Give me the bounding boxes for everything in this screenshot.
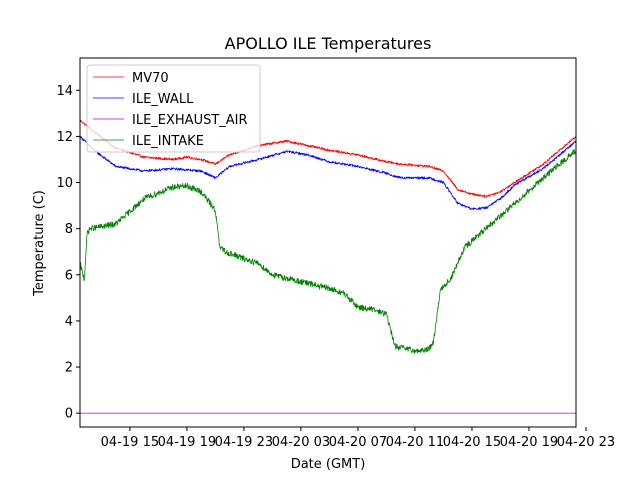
legend-box — [86, 64, 261, 153]
x-tick-label: 04-19 15 — [101, 435, 159, 450]
y-tick-label: 8 — [65, 222, 73, 237]
x-tick-label: 04-20 03 — [272, 435, 330, 450]
plot-frame — [79, 57, 577, 428]
y-tick-label: 4 — [65, 314, 73, 329]
x-tick-label: 04-20 11 — [386, 435, 444, 450]
chart-title: APOLLO ILE Temperatures — [225, 34, 432, 53]
series-line-mv70 — [80, 119, 576, 198]
y-tick-label: 12 — [56, 130, 73, 145]
y-tick-label: 10 — [56, 176, 73, 191]
series-line-ile-wall — [80, 135, 576, 211]
x-tick-label: 04-19 23 — [215, 435, 273, 450]
x-tick-label: 04-20 07 — [329, 435, 387, 450]
legend-label-mv70: MV70 — [132, 71, 169, 86]
y-axis-label: Temperature (C) — [32, 190, 47, 297]
x-tick-label: 04-20 19 — [500, 435, 558, 450]
y-tick-label: 2 — [65, 361, 73, 376]
y-tick-label: 0 — [65, 407, 73, 422]
legend-label-ile-wall: ILE_WALL — [132, 92, 194, 107]
x-axis-label: Date (GMT) — [291, 457, 366, 472]
legend: MV70 ILE_WALL ILE_EXHAUST_AIR ILE_INTAKE — [86, 64, 261, 153]
x-tick-label: 04-20 15 — [443, 435, 501, 450]
x-tick-label: 04-19 19 — [158, 435, 216, 450]
y-axis-ticks: 0 2 4 6 8 10 12 14 — [56, 84, 80, 422]
series-line-ile-intake — [80, 148, 576, 355]
series-layer — [80, 119, 576, 414]
legend-label-ile-exhaust-air: ILE_EXHAUST_AIR — [132, 113, 248, 128]
y-tick-label: 14 — [56, 84, 73, 99]
legend-label-ile-intake: ILE_INTAKE — [132, 134, 204, 149]
y-tick-label: 6 — [65, 268, 73, 283]
x-tick-label: 04-20 23 — [557, 435, 615, 450]
